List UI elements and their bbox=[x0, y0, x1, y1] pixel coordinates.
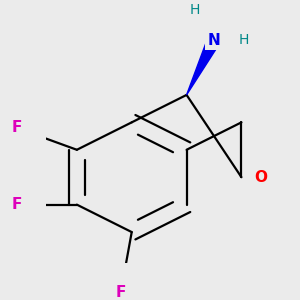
Text: F: F bbox=[11, 197, 22, 212]
Text: O: O bbox=[254, 170, 267, 185]
Text: F: F bbox=[11, 120, 22, 135]
Text: F: F bbox=[116, 285, 126, 300]
Text: N: N bbox=[208, 33, 220, 48]
Text: H: H bbox=[190, 3, 200, 17]
Polygon shape bbox=[187, 37, 220, 95]
Text: H: H bbox=[239, 33, 249, 47]
